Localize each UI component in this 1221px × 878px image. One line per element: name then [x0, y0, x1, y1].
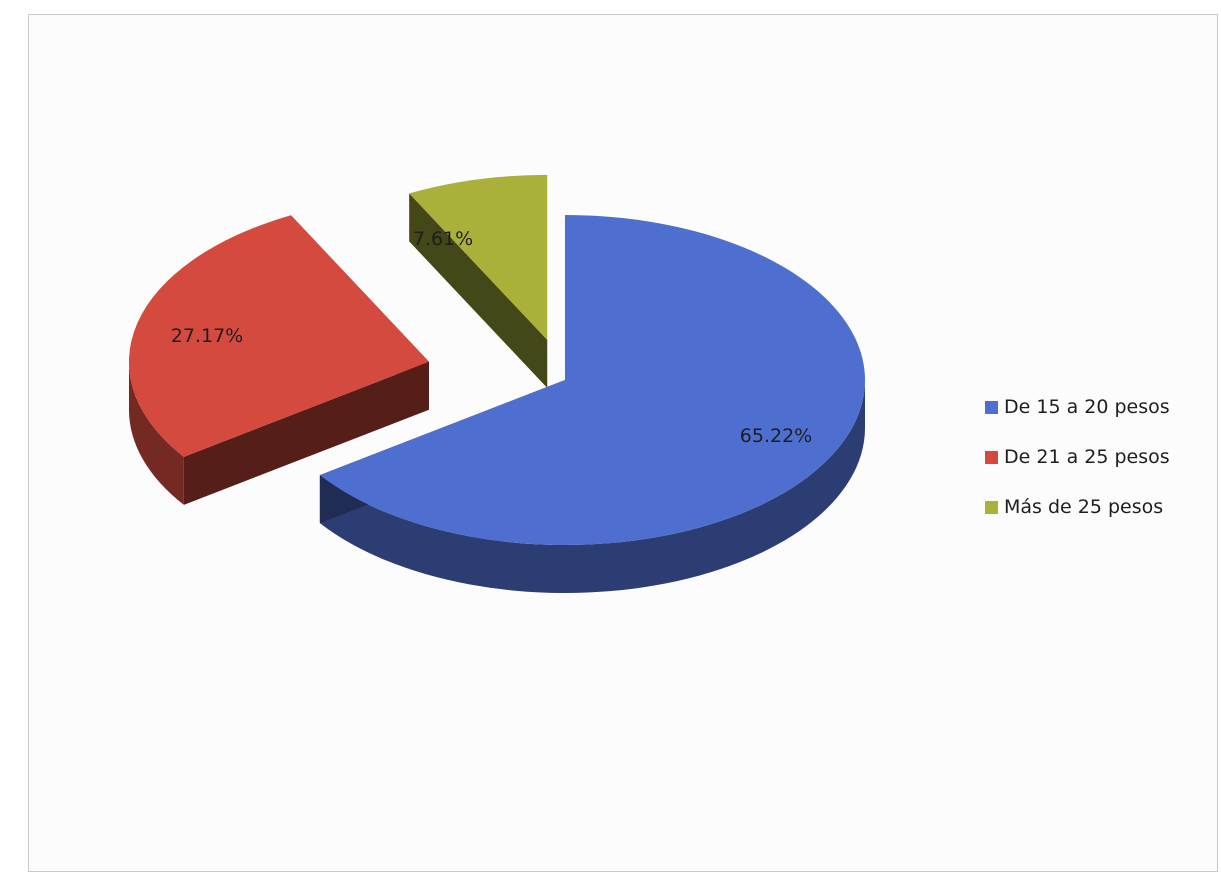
- legend-swatch: [985, 400, 998, 414]
- legend-item-de-21-a-25: De 21 a 25 pesos: [985, 432, 1170, 482]
- pie-slice-2: [409, 174, 548, 388]
- slice-top: [128, 215, 429, 457]
- legend-label: Más de 25 pesos: [1004, 496, 1164, 518]
- legend: De 15 a 20 pesos De 21 a 25 pesos Más de…: [985, 382, 1170, 532]
- data-label-1: 27.17%: [171, 325, 243, 347]
- slice-top: [319, 215, 865, 545]
- legend-item-de-15-a-20: De 15 a 20 pesos: [985, 382, 1170, 432]
- legend-swatch: [985, 450, 998, 464]
- slice-side-wall: [319, 380, 866, 593]
- legend-label: De 21 a 25 pesos: [1004, 446, 1170, 468]
- slice-side-wall: [128, 361, 184, 505]
- legend-label: De 15 a 20 pesos: [1004, 396, 1170, 418]
- pie-slice-1: [128, 215, 429, 505]
- legend-item-mas-de-25: Más de 25 pesos: [985, 482, 1170, 532]
- pie-slices: [128, 174, 866, 593]
- slice-top: [409, 174, 548, 340]
- slice-cut-face: [183, 361, 429, 505]
- data-label-2: 7.61%: [413, 228, 473, 250]
- data-label-0: 65.22%: [740, 425, 812, 447]
- slice-cut-face: [409, 193, 548, 388]
- pie-slice-0: [319, 215, 866, 593]
- legend-swatch: [985, 500, 998, 514]
